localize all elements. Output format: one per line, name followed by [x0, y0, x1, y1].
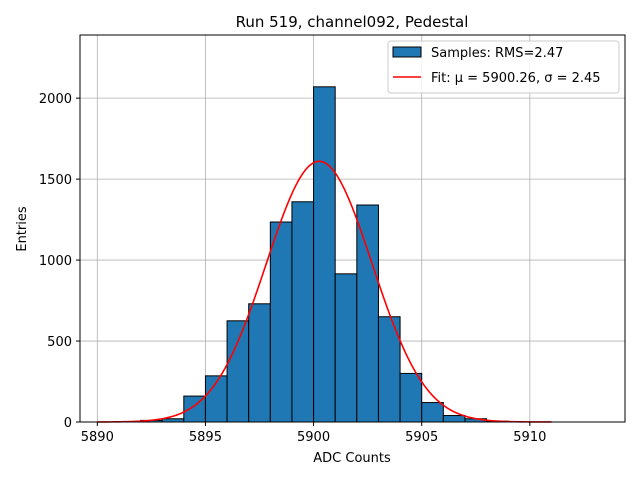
- legend-label-fit: Fit: μ = 5900.26, σ = 2.45: [431, 71, 601, 86]
- histogram-bar: [313, 86, 336, 423]
- histogram-bars: [140, 86, 509, 423]
- x-tick-label: 5900: [297, 430, 330, 445]
- y-axis-ticks: 0 500 1000 1500 2000: [39, 92, 80, 431]
- histogram-bar: [226, 320, 250, 423]
- chart-title: Run 519, channel092, Pedestal: [236, 13, 469, 31]
- histogram-bar: [399, 372, 423, 423]
- x-tick-label: 5910: [513, 430, 546, 445]
- plot-frame: [79, 34, 626, 423]
- y-tick-label: 500: [47, 335, 72, 350]
- histogram-bar: [248, 303, 271, 423]
- legend-box: [387, 40, 620, 94]
- y-tick-label: 1500: [39, 173, 72, 188]
- histogram-bar: [334, 273, 358, 423]
- legend-swatch-samples: [392, 46, 422, 58]
- histogram-bar: [269, 221, 293, 423]
- x-axis-ticks: 5890 5895 5900 5905 5910: [81, 422, 546, 445]
- fit-curve: [97, 160, 552, 423]
- legend: Samples: RMS=2.47 Fit: μ = 5900.26, σ = …: [387, 40, 620, 94]
- histogram-bar: [291, 201, 315, 423]
- histogram-bar: [356, 204, 379, 423]
- x-tick-label: 5905: [405, 430, 438, 445]
- y-tick-label: 2000: [39, 92, 72, 107]
- x-tick-label: 5890: [81, 430, 114, 445]
- x-axis-label: ADC Counts: [313, 451, 391, 466]
- y-tick-label: 0: [64, 416, 72, 431]
- x-tick-label: 5895: [189, 430, 222, 445]
- histogram-bar: [442, 415, 466, 423]
- histogram-bar: [421, 402, 444, 423]
- y-axis-label: Entries: [15, 206, 30, 252]
- y-tick-label: 1000: [39, 254, 72, 269]
- legend-label-samples: Samples: RMS=2.47: [431, 46, 563, 61]
